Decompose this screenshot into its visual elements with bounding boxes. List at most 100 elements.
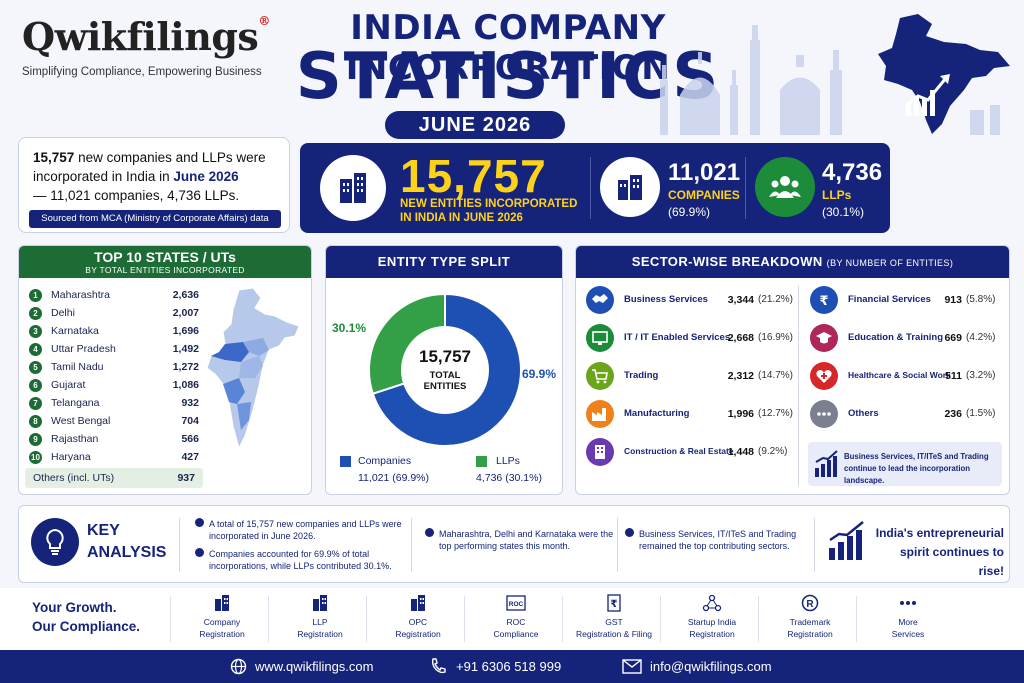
sector-row: Healthcare & Social Work 511 (3.2%) [810, 362, 1006, 392]
llps-pct: (30.1%) [822, 205, 865, 219]
growth-slogan: Your Growth. Our Compliance. [32, 600, 141, 634]
cart-icon [586, 362, 614, 390]
dots-icon [900, 601, 916, 605]
service-label: LLP [312, 617, 328, 627]
state-name: Gujarat [51, 379, 86, 391]
service-sublabel: Registration [297, 629, 343, 639]
brand-tagline: Simplifying Compliance, Empowering Busin… [22, 66, 262, 78]
state-name: West Bengal [51, 415, 111, 427]
state-value: 1,272 [172, 361, 199, 373]
state-rank: 2 [29, 307, 42, 320]
sector-value: 1,996 [727, 408, 754, 420]
sector-row: Others 236 (1.5%) [810, 400, 1006, 430]
state-name: Haryana [51, 451, 91, 463]
state-row: 6 Gujarat 1,086 [29, 378, 199, 396]
state-value: 427 [181, 451, 199, 463]
phone-link[interactable]: +91 6306 518 999 [456, 659, 562, 674]
check-icon [195, 518, 204, 527]
service-item[interactable]: More Services [860, 594, 956, 640]
people-group-icon [755, 157, 815, 217]
companies-value: 11,021 [668, 159, 741, 186]
donut-center-value: 15,757 [419, 347, 471, 366]
svg-text:ROC: ROC [509, 601, 524, 608]
sector-title-note: (BY NUMBER OF ENTITIES) [826, 258, 954, 268]
sector-value: 3,344 [727, 294, 754, 306]
legend-label-companies: Companies [358, 455, 412, 467]
india-skyline-illustration [660, 14, 1010, 135]
service-sublabel: Registration [199, 629, 245, 639]
growth-chart-icon [815, 450, 838, 477]
lightbulb-icon [31, 518, 79, 566]
donut-center-label-1: TOTAL [430, 370, 461, 381]
graduation-cap-icon [810, 324, 838, 352]
state-rank: 5 [29, 361, 42, 374]
state-name: Delhi [51, 307, 75, 319]
sector-value: 2,312 [727, 370, 754, 382]
service-label: Company [203, 617, 241, 627]
service-item[interactable]: Company Registration [174, 594, 270, 640]
llps-value: 4,736 [822, 159, 883, 186]
state-name: Tamil Nadu [51, 361, 104, 373]
rupee-doc-icon: ₹ [607, 594, 621, 612]
state-value: 566 [181, 433, 199, 445]
slice-label-companies: 69.9% [522, 367, 556, 381]
rupee-icon: ₹ [810, 286, 838, 314]
sector-name: Manufacturing [624, 408, 690, 419]
sector-pct: (14.7%) [758, 370, 794, 381]
page-title-line2: STATISTICS [295, 40, 721, 114]
top-states-panel: TOP 10 STATES / UTs BY TOTAL ENTITIES IN… [18, 245, 312, 495]
state-name: Maharashtra [51, 289, 110, 301]
service-item[interactable]: OPC Registration [370, 594, 466, 640]
state-rank: 3 [29, 325, 42, 338]
sector-row: Trading 2,312 (14.7%) [586, 362, 796, 392]
legend-value-companies: 11,021 (69.9%) [358, 472, 430, 484]
service-item[interactable]: R Trademark Registration [762, 594, 858, 640]
state-rank: 4 [29, 343, 42, 356]
service-item[interactable]: ROC ROC Compliance [468, 594, 564, 640]
state-value: 2,636 [172, 289, 199, 301]
sector-pct: (9.2%) [758, 446, 788, 457]
analysis-bullet-1: A total of 15,757 new companies and LLPs… [195, 518, 409, 542]
summary-card: 15,757 new companies and LLPs were incor… [18, 137, 290, 233]
svg-text:R: R [806, 599, 814, 610]
legend-value-llps: 4,736 (30.1%) [476, 472, 542, 484]
website-link[interactable]: www.qwikfilings.com [255, 659, 374, 674]
month-badge: JUNE 2026 [385, 111, 565, 139]
legend-label-llps: LLPs [496, 455, 520, 467]
building-icon [320, 155, 386, 221]
sector-row: Education & Training 669 (4.2%) [810, 324, 1006, 354]
service-item[interactable]: ₹ GST Registration & Filing [566, 594, 662, 640]
check-icon [425, 528, 434, 537]
others-row: Others (incl. UTs) 937 [25, 468, 203, 488]
donut-center-label-2: ENTITIES [424, 381, 467, 392]
hero-total-label: NEW ENTITIES INCORPORATED IN INDIA IN JU… [400, 198, 578, 224]
key-analysis-panel: KEY ANALYSIS A total of 15,757 new compan… [18, 505, 1010, 583]
svg-text:₹: ₹ [819, 294, 828, 309]
states-title: TOP 10 STATES / UTs [94, 249, 236, 265]
sector-name: Healthcare & Social Work [848, 370, 951, 380]
state-rank: 9 [29, 433, 42, 446]
building-icon [586, 438, 614, 466]
analysis-bullet-4: Business Services, IT/ITeS and Trading r… [625, 528, 809, 552]
hero-total-value: 15,757 [400, 150, 547, 202]
companies-label: COMPANIES [668, 188, 740, 202]
companies-pct: (69.9%) [668, 205, 711, 219]
state-row: 2 Delhi 2,007 [29, 306, 199, 324]
analysis-title: KEY ANALYSIS [87, 522, 167, 561]
state-name: Uttar Pradesh [51, 343, 116, 355]
sector-name: Financial Services [848, 294, 931, 305]
email-link[interactable]: info@qwikfilings.com [650, 659, 772, 674]
india-state-map [206, 287, 300, 450]
legend-swatch-companies [340, 456, 351, 467]
building-icon [411, 595, 425, 611]
service-item[interactable]: LLP Registration [272, 594, 368, 640]
legend-swatch-llps [476, 456, 487, 467]
service-sublabel: Registration [689, 629, 735, 639]
service-label: Trademark [789, 617, 831, 627]
sector-value: 2,668 [727, 332, 754, 344]
service-item[interactable]: Startup India Registration [664, 594, 760, 640]
page-title-line1: INDIA COMPANY INCORPORATION [345, 8, 671, 88]
sector-value: 669 [944, 332, 962, 344]
dots-icon [810, 400, 838, 428]
state-row: 4 Uttar Pradesh 1,492 [29, 342, 199, 360]
